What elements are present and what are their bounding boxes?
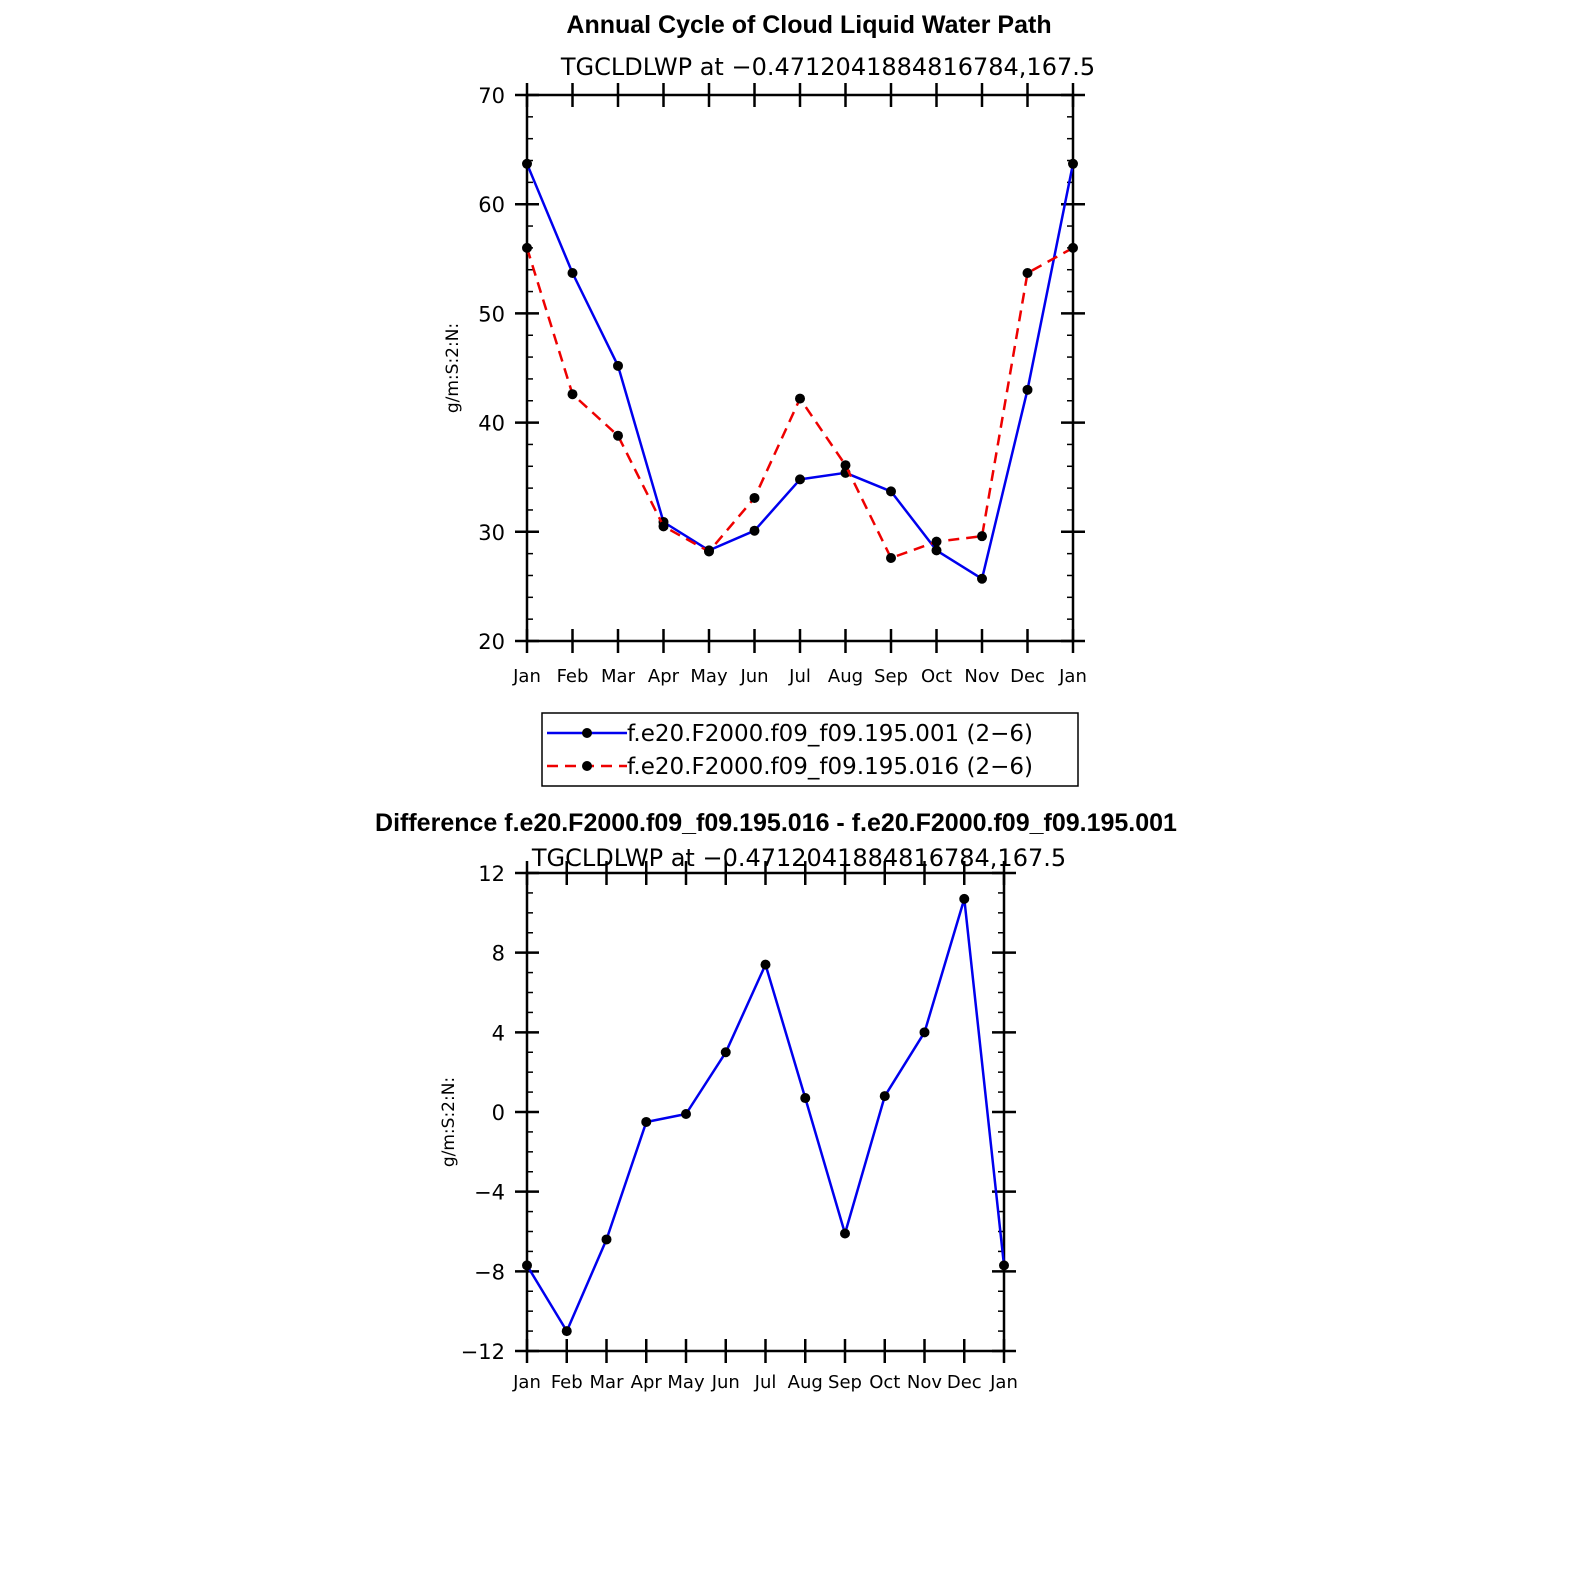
x-tick-label: Aug <box>828 666 863 687</box>
legend-marker <box>582 761 592 771</box>
plot-series <box>522 158 1078 584</box>
x-tick-label: Sep <box>828 1372 862 1393</box>
data-point <box>704 546 714 557</box>
data-point <box>601 1234 612 1245</box>
data-point <box>840 460 851 471</box>
x-tick-label: Sep <box>874 666 908 687</box>
data-point <box>1022 267 1033 278</box>
chart-title: Difference f.e20.F2000.f09_f09.195.016 -… <box>375 809 1177 837</box>
y-tick-label: 12 <box>478 862 505 886</box>
data-point <box>658 521 669 532</box>
y-tick-label: 0 <box>492 1101 505 1125</box>
data-point <box>567 267 578 278</box>
data-point <box>886 553 896 564</box>
series-line-1 <box>525 163 1075 581</box>
x-tick-label: Jan <box>1058 666 1087 687</box>
x-tick-label: Jul <box>788 666 811 687</box>
axes: −12 −8 −4 0 4 8 12 Jan Feb Mar Apr May Jun Jul Aug Sep O… <box>461 861 1018 1393</box>
data-point <box>720 1047 731 1058</box>
data-point <box>1068 158 1078 169</box>
data-point <box>681 1108 691 1119</box>
legend-label: f.e20.F2000.f09_f09.195.016 (2−6) <box>627 754 1033 780</box>
data-point <box>931 536 942 547</box>
y-tick-label: 20 <box>478 630 505 654</box>
axes: 20 30 40 50 60 70 Jan Feb Mar Apr May Jun Jul Aug Sep O… <box>478 83 1087 687</box>
y-tick-label: 60 <box>478 193 505 217</box>
data-point <box>760 959 771 970</box>
data-point <box>919 1027 930 1038</box>
data-point <box>641 1116 652 1127</box>
data-point <box>567 389 578 400</box>
data-point <box>931 545 942 556</box>
legend-marker <box>582 728 592 738</box>
data-point <box>886 486 896 497</box>
y-axis-label: g/m:S:2:N: <box>439 1077 459 1167</box>
data-point <box>977 531 987 542</box>
chart-subtitle: TGCLDLWP at −0.4712041884816784,167.5 <box>531 844 1066 872</box>
plot-frame <box>525 871 1006 1353</box>
legend-entry-2: f.e20.F2000.f09_f09.195.016 (2−6) <box>547 754 1033 780</box>
y-tick-label: 8 <box>492 942 505 966</box>
chart-title: Annual Cycle of Cloud Liquid Water Path <box>566 11 1051 39</box>
y-tick-label: −8 <box>474 1260 505 1284</box>
x-tick-label: Nov <box>964 666 999 687</box>
y-axis-label: g/m:S:2:N: <box>443 323 463 413</box>
data-point <box>795 474 805 485</box>
data-point <box>879 1091 890 1102</box>
plot-series <box>522 893 1009 1337</box>
x-tick-label: Dec <box>1010 666 1045 687</box>
data-point <box>749 525 760 536</box>
data-point <box>999 1260 1009 1271</box>
data-point <box>840 1228 850 1239</box>
data-point <box>613 360 623 371</box>
data-point <box>977 573 987 584</box>
x-tick-label: Jan <box>989 1372 1018 1393</box>
y-tick-label: −12 <box>461 1340 505 1364</box>
x-tick-label: Apr <box>648 666 680 687</box>
data-point <box>1022 384 1033 395</box>
legend-entry-1: f.e20.F2000.f09_f09.195.001 (2−6) <box>547 721 1033 747</box>
x-tick-label: Aug <box>788 1372 823 1393</box>
x-tick-label: Apr <box>631 1372 663 1393</box>
y-tick-label: −4 <box>474 1181 505 1205</box>
x-tick-label: Jan <box>512 666 541 687</box>
legend: f.e20.F2000.f09_f09.195.001 (2−6) f.e20.… <box>541 712 1079 787</box>
y-tick-label: 50 <box>478 302 505 326</box>
data-point <box>749 492 760 503</box>
x-tick-label: May <box>667 1372 705 1393</box>
data-point <box>959 893 970 904</box>
x-tick-label: Feb <box>551 1372 583 1393</box>
x-tick-label: Dec <box>947 1372 982 1393</box>
x-tick-label: Jan <box>512 1372 541 1393</box>
data-point <box>522 242 532 253</box>
legend-label: f.e20.F2000.f09_f09.195.001 (2−6) <box>627 721 1033 747</box>
data-point <box>522 1260 532 1271</box>
difference-chart: Difference f.e20.F2000.f09_f09.195.016 -… <box>375 809 1177 1393</box>
y-tick-label: 40 <box>478 412 505 436</box>
x-tick-label: Jun <box>739 666 768 687</box>
y-tick-label: 4 <box>492 1021 505 1045</box>
plot-frame <box>525 93 1075 643</box>
data-point <box>800 1093 811 1104</box>
data-point <box>561 1326 572 1337</box>
x-tick-label: Mar <box>590 1372 625 1393</box>
x-tick-label: Nov <box>907 1372 942 1393</box>
x-tick-label: Oct <box>869 1372 900 1393</box>
legend-box <box>541 712 1079 787</box>
chart-subtitle: TGCLDLWP at −0.4712041884816784,167.5 <box>560 53 1095 81</box>
data-point <box>795 393 805 404</box>
x-tick-label: May <box>690 666 728 687</box>
data-point <box>613 430 623 441</box>
x-tick-label: Jul <box>754 1372 777 1393</box>
x-tick-label: Oct <box>921 666 952 687</box>
data-point <box>1068 242 1078 253</box>
data-point <box>522 158 532 169</box>
x-tick-label: Mar <box>601 666 636 687</box>
y-tick-label: 70 <box>478 84 505 108</box>
x-tick-label: Jun <box>711 1372 740 1393</box>
y-tick-label: 30 <box>478 521 505 545</box>
x-tick-label: Feb <box>557 666 589 687</box>
annual-cycle-chart: Annual Cycle of Cloud Liquid Water Path … <box>443 11 1095 687</box>
